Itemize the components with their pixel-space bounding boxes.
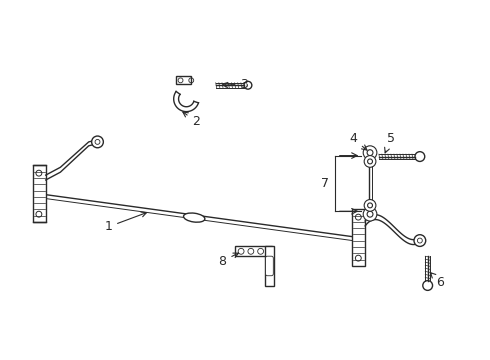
Circle shape: [258, 248, 264, 254]
Text: 3: 3: [222, 78, 248, 91]
Text: 6: 6: [431, 273, 444, 289]
Circle shape: [92, 136, 103, 148]
Circle shape: [364, 156, 376, 167]
Text: 1: 1: [104, 212, 147, 233]
Circle shape: [248, 248, 254, 254]
Bar: [235, 247, 272, 256]
Bar: [265, 247, 274, 285]
Circle shape: [238, 248, 244, 254]
Circle shape: [363, 146, 377, 159]
Text: 7: 7: [321, 177, 329, 190]
Text: 2: 2: [183, 112, 200, 128]
Bar: [352, 209, 365, 266]
Circle shape: [414, 235, 426, 247]
Bar: [33, 165, 46, 222]
Text: 5: 5: [385, 132, 394, 153]
FancyBboxPatch shape: [266, 256, 273, 276]
Text: 4: 4: [349, 132, 367, 150]
Circle shape: [363, 207, 377, 221]
Bar: [175, 76, 191, 84]
Circle shape: [364, 199, 376, 211]
Ellipse shape: [184, 213, 205, 222]
Text: 8: 8: [219, 253, 239, 267]
